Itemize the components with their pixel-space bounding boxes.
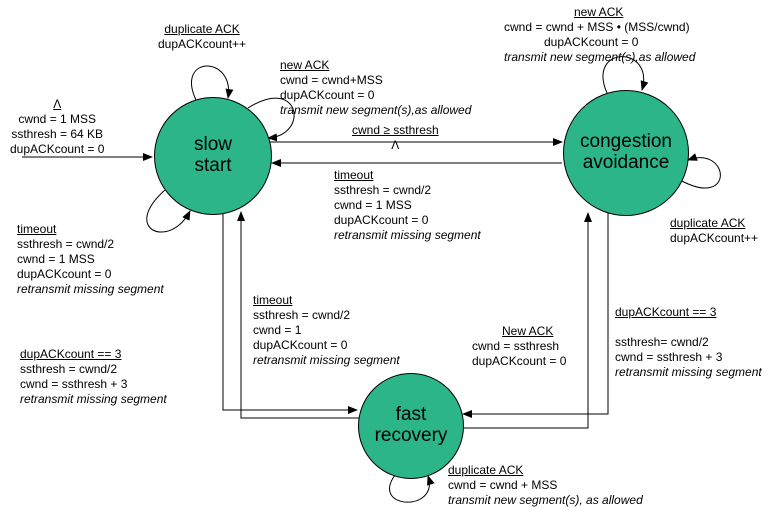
edge-ss-self-dup xyxy=(192,66,229,100)
edge-fr-self-dup xyxy=(390,475,430,502)
lbl-fr2ss-a1: ssthresh = cwnd/2 xyxy=(253,308,350,322)
lbl-ca2fr: dupACKcount == 3 ssthresh= cwnd/2 cwnd =… xyxy=(615,305,762,380)
lbl-fr2ss-a4: retransmit missing segment xyxy=(253,353,400,367)
lbl-ca-new: new ACK cwnd = cwnd + MSS • (MSS/cwnd) d… xyxy=(504,5,695,65)
lbl-init-a3: dupACKcount = 0 xyxy=(10,142,104,156)
lbl-ss-new-a1: cwnd = cwnd+MSS xyxy=(280,73,383,87)
lbl-ca2fr-ev: dupACKcount == 3 xyxy=(615,305,716,319)
lbl-ss2fr-a2: cwnd = ssthresh + 3 xyxy=(20,377,127,391)
lbl-fr2ca: New ACK cwnd = ssthresh dupACKcount = 0 xyxy=(472,324,566,369)
lbl-ca2fr-a1: ssthresh= cwnd/2 xyxy=(615,335,709,349)
node-ca-l2: avoidance xyxy=(583,152,670,173)
lbl-ss-dup-ev: duplicate ACK xyxy=(164,22,239,36)
lbl-ss-to-a2: cwnd = 1 MSS xyxy=(17,252,95,266)
lbl-fr-dup-ev: duplicate ACK xyxy=(448,463,523,477)
lbl-fr2ca-a2: dupACKcount = 0 xyxy=(472,354,566,368)
lbl-ss2fr: dupACKcount == 3 ssthresh = cwnd/2 cwnd … xyxy=(20,347,167,407)
node-congestion-avoidance: congestion avoidance xyxy=(563,90,689,216)
lbl-ca-dup: duplicate ACK dupACKcount++ xyxy=(670,216,758,246)
node-slow-start-l2: start xyxy=(195,155,232,176)
node-fr-l1: fast xyxy=(396,404,427,425)
lbl-ca-new-a3: transmit new segment(s),as allowed xyxy=(504,50,695,64)
lbl-ca-dup-ev: duplicate ACK xyxy=(670,216,745,230)
lbl-init-a1: cwnd = 1 MSS xyxy=(18,112,96,126)
lbl-fr2ss: timeout ssthresh = cwnd/2 cwnd = 1 dupAC… xyxy=(253,293,400,368)
diagram-stage: slow start congestion avoidance fast rec… xyxy=(0,0,772,511)
node-slow-start: slow start xyxy=(154,97,272,215)
lbl-ca-new-a2: dupACKcount = 0 xyxy=(544,35,638,49)
lbl-ca2ss-ev: timeout xyxy=(334,168,373,182)
lbl-ss-new-a3: transmit new segment(s),as allowed xyxy=(280,103,471,117)
lbl-ca2ss-a2: cwnd = 1 MSS xyxy=(334,198,412,212)
lbl-ss-dup-a1: dupACKcount++ xyxy=(158,37,246,51)
lbl-ca2ss: timeout ssthresh = cwnd/2 cwnd = 1 MSS d… xyxy=(334,168,481,243)
lbl-fr2ca-ev: New ACK xyxy=(502,324,553,338)
lbl-ss-to-ev: timeout xyxy=(17,222,56,236)
lbl-init-a2: ssthresh = 64 KB xyxy=(11,127,103,141)
node-fr-l2: recovery xyxy=(375,425,448,446)
node-ca-l1: congestion xyxy=(580,131,672,152)
lbl-ss2fr-a3: retransmit missing segment xyxy=(20,392,167,406)
lbl-ss-to-a3: dupACKcount = 0 xyxy=(17,267,111,281)
lbl-ss-new-a2: dupACKcount = 0 xyxy=(280,88,374,102)
lbl-fr2ss-a2: cwnd = 1 xyxy=(253,323,301,337)
lbl-ca-new-ev: new ACK xyxy=(574,5,623,19)
lbl-fr-dup-a1: cwnd = cwnd + MSS xyxy=(448,478,557,492)
lbl-ca2fr-a3: retransmit missing segment xyxy=(615,365,762,379)
node-slow-start-l1: slow xyxy=(194,134,232,155)
lbl-ca2ss-a1: ssthresh = cwnd/2 xyxy=(334,183,431,197)
edge-ca-to-fr xyxy=(463,212,608,414)
lbl-ss2fr-a1: ssthresh = cwnd/2 xyxy=(20,362,117,376)
lbl-fr-dup: duplicate ACK cwnd = cwnd + MSS transmit… xyxy=(448,463,643,508)
lbl-init-ev: Λ xyxy=(53,97,61,111)
lbl-ss2ca: cwnd ≥ ssthresh Λ xyxy=(352,123,439,153)
lbl-fr2ss-ev: timeout xyxy=(253,293,292,307)
lbl-ss-to-a1: ssthresh = cwnd/2 xyxy=(17,237,114,251)
lbl-fr-dup-a2: transmit new segment(s), as allowed xyxy=(448,493,643,507)
lbl-ss2fr-ev: dupACKcount == 3 xyxy=(20,347,121,361)
lbl-init: Λ cwnd = 1 MSS ssthresh = 64 KB dupACKco… xyxy=(10,97,104,157)
lbl-ca2ss-a3: dupACKcount = 0 xyxy=(334,213,428,227)
lbl-ss2ca-a: Λ xyxy=(391,138,399,152)
lbl-fr2ss-a3: dupACKcount = 0 xyxy=(253,338,347,352)
lbl-ca2fr-a2: cwnd = ssthresh + 3 xyxy=(615,350,722,364)
edge-fr-to-ca xyxy=(460,213,588,428)
lbl-fr2ca-a1: cwnd = ssthresh xyxy=(472,339,559,353)
lbl-ss-new: new ACK cwnd = cwnd+MSS dupACKcount = 0 … xyxy=(280,58,471,118)
lbl-ss-to-a4: retransmit missing segment xyxy=(17,282,164,296)
lbl-ss2ca-ev: cwnd ≥ ssthresh xyxy=(352,123,439,137)
lbl-ca-new-a1: cwnd = cwnd + MSS • (MSS/cwnd) xyxy=(504,20,690,34)
lbl-ss-new-ev: new ACK xyxy=(280,58,329,72)
lbl-ca2ss-a4: retransmit missing segment xyxy=(334,228,481,242)
lbl-ss-dup: duplicate ACK dupACKcount++ xyxy=(158,22,246,52)
lbl-ss-to: timeout ssthresh = cwnd/2 cwnd = 1 MSS d… xyxy=(17,222,164,297)
lbl-ca-dup-a1: dupACKcount++ xyxy=(670,231,758,245)
